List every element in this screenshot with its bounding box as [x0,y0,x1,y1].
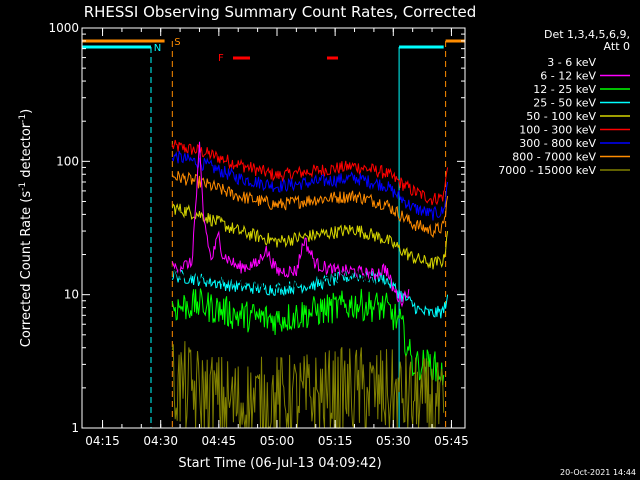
y-tick-label: 1000 [48,21,79,35]
legend-label: 3 - 6 keV [547,56,596,69]
plot-area: S N F [82,37,465,430]
series-line [171,150,449,221]
legend-label: 800 - 7000 keV [512,151,596,164]
plot-frame [81,27,466,429]
series-line [171,171,449,239]
y-tick-label: 10 [64,288,79,302]
series-line [171,341,445,430]
series-line [171,288,445,386]
x-tick-label: 04:30 [143,434,178,448]
x-tick-label: 04:15 [85,434,120,448]
legend-label: 300 - 800 keV [519,137,596,150]
series-line [171,203,449,270]
y-tick-label: 100 [56,154,79,168]
x-tick-label: 05:00 [260,434,295,448]
footer-timestamp: 20-Oct-2021 14:44 [560,468,636,477]
saa-label: S [174,37,180,48]
y-axis: 1 10 100 1000 [48,21,465,435]
x-tick-label: 04:45 [202,434,237,448]
legend-label: 6 - 12 keV [540,70,596,83]
flare-label: F [218,53,224,64]
legend-header-detectors: Det 1,3,4,5,6,9, [544,28,630,41]
x-axis: 04:15 04:30 04:45 05:00 05:15 05:30 05:45 [85,28,469,448]
legend-label: 25 - 50 keV [533,97,596,110]
legend-label: 12 - 25 keV [533,83,596,96]
x-axis-label: Start Time (06-Jul-13 04:09:42) [178,456,381,471]
legend-header-attenuator: Att 0 [604,40,630,53]
series-line [171,139,449,206]
y-tick-label: 1 [71,421,79,435]
night-label: N [154,43,161,54]
chart-title: RHESSI Observing Summary Count Rates, Co… [84,3,477,21]
series-line [171,265,386,292]
legend-label: 100 - 300 keV [519,124,596,137]
legend-label: 7000 - 15000 keV [498,164,596,177]
legend-label: 50 - 100 keV [526,110,596,123]
y-axis-label: Corrected Count Rate (s-1 detector-1) [18,109,34,347]
x-tick-label: 05:45 [434,434,469,448]
x-tick-label: 05:30 [376,434,411,448]
series-line [171,269,449,319]
x-tick-label: 05:15 [318,434,353,448]
